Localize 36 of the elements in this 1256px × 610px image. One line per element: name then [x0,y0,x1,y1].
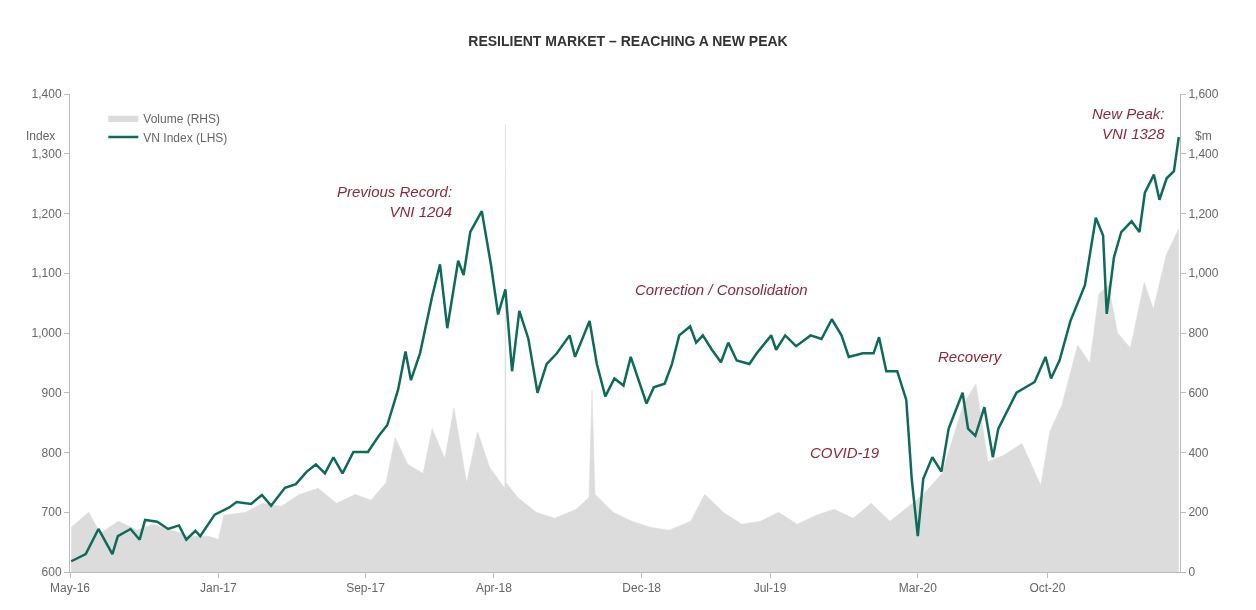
y-tick-label: 900 [41,385,62,400]
legend-label: Volume (RHS) [143,111,220,126]
y-axis-title: Index [26,129,56,143]
y-tick-label: 1,000 [31,326,62,341]
y2-tick-label: 1,000 [1188,266,1219,281]
x-tick-label: May-16 [49,581,91,596]
annotation: Recovery [938,348,1003,365]
y2-tick-label: 1,600 [1188,87,1219,102]
y2-tick-label: 1,400 [1188,146,1219,161]
x-tick-label: Oct-20 [1029,581,1066,596]
y2-axis-title: $m [1195,129,1212,143]
legend-label: VN Index (LHS) [143,130,228,145]
y2-tick-label: 800 [1188,326,1209,341]
y-tick-label: 1,200 [31,206,62,221]
annotation: Previous Record: VNI 1204 [337,183,453,220]
y-tick-label: 1,300 [31,146,62,161]
y2-tick-label: 0 [1188,565,1196,580]
y-tick-label: 800 [41,445,62,460]
annotation: COVID-19 [810,444,880,461]
x-tick-label: Sep-17 [346,581,386,596]
annotation: New Peak: VNI 1328 [1092,105,1166,142]
x-tick-label: Apr-18 [475,581,513,596]
y2-tick-label: 400 [1188,445,1209,460]
y-tick-label: 700 [41,505,62,520]
annotation: Correction / Consolidation [635,281,808,298]
x-tick-label: Jan-17 [200,581,238,596]
y2-tick-label: 200 [1188,505,1209,520]
y-tick-label: 1,100 [31,266,62,281]
x-tick-label: Jul-19 [753,581,787,596]
y2-tick-label: 600 [1188,385,1209,400]
chart-title: RESILIENT MARKET – REACHING A NEW PEAK [468,33,788,50]
y-tick-label: 1,400 [31,87,62,102]
x-tick-label: Dec-18 [622,581,662,596]
y-tick-label: 600 [41,565,62,580]
y2-tick-label: 1,200 [1188,206,1219,221]
x-tick-label: Mar-20 [898,581,938,596]
